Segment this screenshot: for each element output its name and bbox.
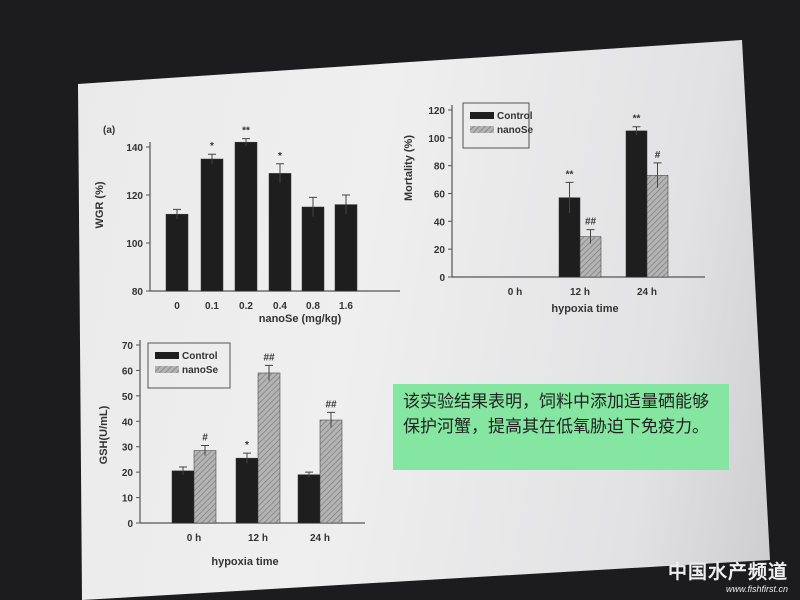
panel-label: (a)	[103, 125, 115, 136]
legend-swatch	[470, 112, 494, 119]
significance-mark: **	[242, 126, 250, 137]
bar	[193, 450, 217, 524]
x-tick-label: 12 h	[248, 533, 268, 544]
y-tick-label: 80	[132, 287, 144, 298]
bar	[301, 206, 325, 292]
x-tick-label: 0 h	[187, 533, 201, 544]
error-bar	[342, 194, 350, 215]
x-tick-label: 0 h	[508, 287, 522, 298]
significance-mark: #	[202, 432, 208, 443]
error-bar	[201, 444, 209, 456]
bar	[268, 173, 292, 292]
error-bar	[309, 196, 317, 217]
y-tick-label: 20	[434, 245, 446, 256]
error-bar	[653, 162, 662, 188]
bar	[235, 457, 259, 524]
bar	[171, 470, 195, 524]
y-axis-label: Mortality (%)	[403, 135, 415, 201]
y-tick-label: 40	[434, 217, 446, 228]
y-tick-label: 120	[126, 191, 143, 202]
error-bar	[179, 466, 187, 475]
error-bar	[243, 452, 251, 464]
x-tick-label: 0	[174, 301, 180, 312]
x-tick-label: 24 h	[310, 533, 330, 544]
y-tick-label: 120	[428, 106, 445, 117]
y-tick-label: 40	[122, 417, 134, 428]
y-axis-label: WGR (%)	[94, 181, 106, 228]
error-bar	[173, 208, 181, 219]
bar	[257, 372, 281, 524]
significance-mark: ##	[325, 399, 337, 410]
y-tick-label: 50	[122, 392, 134, 403]
bar	[297, 474, 321, 524]
bar	[200, 158, 224, 292]
error-bar	[565, 181, 574, 213]
legend-box	[147, 342, 231, 389]
x-tick-label: 0.4	[273, 301, 287, 312]
error-bar	[242, 138, 250, 146]
x-axis-label: hypoxia time	[551, 303, 618, 315]
legend-label: Control	[497, 111, 533, 122]
y-tick-label: 0	[127, 519, 133, 530]
bar	[334, 204, 358, 292]
bar	[165, 213, 189, 292]
error-bar	[265, 364, 273, 381]
y-tick-label: 30	[122, 443, 134, 454]
y-tick-label: 80	[434, 162, 446, 173]
x-tick-label: 12 h	[570, 287, 590, 298]
error-bar	[305, 471, 313, 478]
y-tick-label: 20	[122, 468, 134, 479]
chart-2: 0 20 40 60 80 100 120 0 h 12 h 24 h hypoxia time Mo…	[403, 102, 705, 315]
significance-mark: **	[566, 169, 574, 180]
bar	[234, 141, 258, 292]
bar	[319, 419, 343, 524]
y-tick-label: 0	[439, 273, 445, 284]
legend-label: nanoSe	[497, 125, 534, 136]
bar	[625, 130, 648, 278]
error-bar	[632, 126, 641, 136]
legend-swatch	[155, 366, 179, 373]
significance-mark: *	[210, 141, 214, 152]
x-axis-label: hypoxia time	[211, 556, 278, 568]
y-tick-label: 100	[428, 134, 445, 145]
x-tick-label: 0.8	[306, 301, 320, 312]
legend-box	[462, 102, 530, 149]
legend-label: Control	[182, 351, 218, 362]
error-bar	[276, 163, 284, 183]
significance-mark: #	[655, 150, 661, 161]
error-bar	[208, 153, 216, 164]
legend-label: nanoSe	[182, 365, 219, 376]
significance-mark: ##	[263, 352, 275, 363]
watermark-logo: 中国水产频道 www.fishfirst.cn	[668, 557, 788, 594]
significance-mark: ##	[585, 217, 597, 228]
legend-swatch	[470, 126, 494, 133]
watermark-url: www.fishfirst.cn	[725, 584, 788, 594]
x-tick-label: 1.6	[339, 301, 353, 312]
y-tick-label: 100	[126, 239, 143, 250]
y-tick-label: 60	[434, 190, 446, 201]
error-bar	[586, 229, 595, 244]
y-axis-label: GSH(U/mL)	[98, 405, 110, 464]
error-bar	[327, 411, 335, 428]
x-tick-label: 0.2	[239, 301, 253, 312]
y-tick-label: 140	[126, 143, 143, 154]
y-tick-label: 60	[122, 366, 134, 377]
significance-mark: *	[245, 440, 249, 451]
legend-swatch	[155, 352, 179, 359]
watermark-name: 中国水产频道	[667, 561, 788, 583]
x-tick-label: 0.1	[205, 301, 219, 312]
y-tick-label: 10	[122, 494, 134, 505]
bar	[646, 175, 669, 278]
significance-mark: **	[633, 114, 641, 125]
significance-mark: *	[278, 151, 282, 162]
y-tick-label: 70	[122, 341, 134, 352]
chart-3: 0 10 20 30 40 50 60 70 0 h 12 h 24 h hypoxia time GS…	[98, 340, 365, 568]
x-tick-label: 24 h	[637, 287, 657, 298]
x-axis-label: nanoSe (mg/kg)	[259, 313, 342, 325]
conclusion-textbox: 该实验结果表明，饲料中添加适量硒能够保护河蟹，提高其在低氧胁迫下免疫力。	[393, 384, 729, 470]
